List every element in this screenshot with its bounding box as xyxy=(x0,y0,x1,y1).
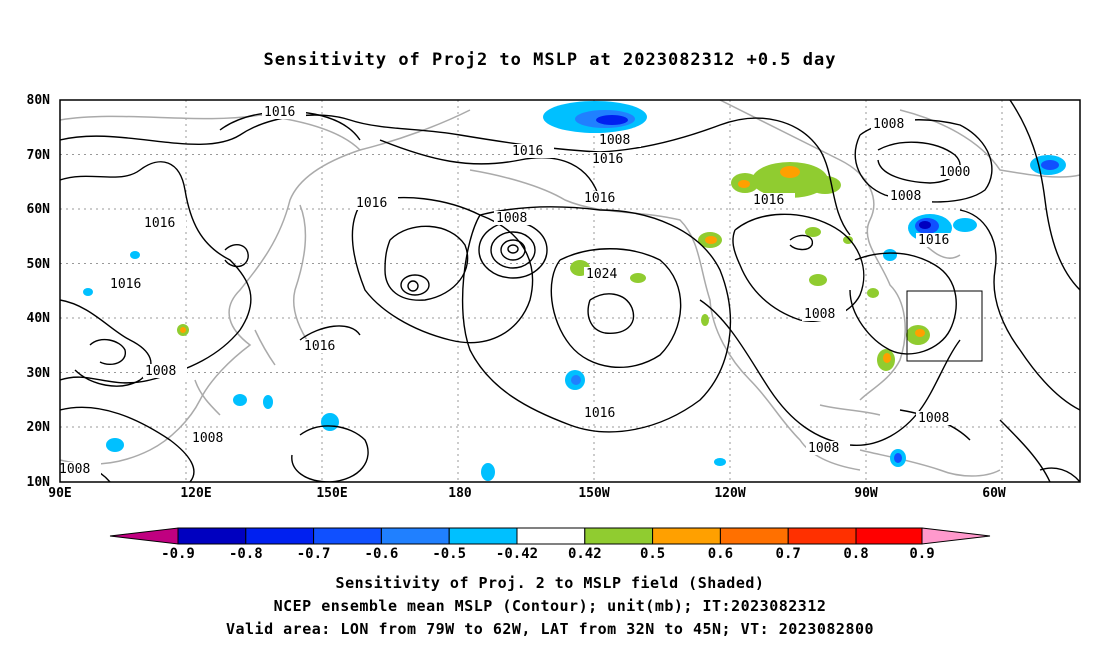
latitude-axis: 80N 70N 60N 50N 40N 30N 20N 10N xyxy=(27,93,51,490)
colorbar-cell xyxy=(584,527,654,545)
colorbar-cell xyxy=(313,527,382,545)
lon-tick-label: 120W xyxy=(714,486,745,501)
contour-label: 1024 xyxy=(586,267,617,282)
map-title: Sensitivity of Proj2 to MSLP at 20230823… xyxy=(263,50,837,70)
lon-tick-label: 150E xyxy=(316,486,347,501)
colorbar-label: -0.9 xyxy=(161,546,195,562)
colorbar-low-arrow xyxy=(109,527,179,545)
lon-tick-label: 60W xyxy=(982,486,1006,501)
caption-contour: NCEP ensemble mean MSLP (Contour); unit(… xyxy=(273,597,827,615)
contour-label: 1008 xyxy=(599,133,630,148)
contour-label: 1016 xyxy=(356,196,387,211)
colorbar-cell xyxy=(448,527,518,545)
contour-label: 1016 xyxy=(304,339,335,354)
valid-area-box xyxy=(906,290,983,362)
colorbar-label: -0.42 xyxy=(496,546,538,562)
longitude-axis: 90E 120E 150E 180 150W 120W 90W 60W xyxy=(48,486,1006,501)
contour-label: 1008 xyxy=(192,431,223,446)
caption-valid-area: Valid area: LON from 79W to 62W, LAT fro… xyxy=(225,620,875,638)
contour-label: 1008 xyxy=(808,441,839,456)
contour-label: 1016 xyxy=(753,193,784,208)
colorbar-label: 0.9 xyxy=(909,546,934,562)
colorbar-label: -0.6 xyxy=(365,546,399,562)
contour-label: 1008 xyxy=(59,462,90,477)
contour-label: 1008 xyxy=(918,411,949,426)
contour-label: 1008 xyxy=(496,211,527,226)
contour-labels: 1016 1016 1008 1016 1016 1016 1008 1016 … xyxy=(59,105,981,477)
lon-tick-label: 90E xyxy=(48,486,71,501)
colorbar-cell xyxy=(652,527,721,545)
caption-shaded: Sensitivity of Proj. 2 to MSLP field (Sh… xyxy=(335,574,765,592)
lat-tick-label: 60N xyxy=(27,202,51,217)
contour-label: 1016 xyxy=(264,105,295,120)
colorbar-label: -0.5 xyxy=(432,546,466,562)
colorbar-cell xyxy=(516,527,586,545)
colorbar-cell xyxy=(380,527,450,545)
contour-label: 1016 xyxy=(592,152,623,167)
lat-tick-label: 80N xyxy=(27,93,51,108)
contour-label: 1016 xyxy=(584,191,615,206)
lat-tick-label: 40N xyxy=(27,311,51,326)
lon-tick-label: 180 xyxy=(448,486,472,501)
contour-label: 1016 xyxy=(584,406,615,421)
map-frame xyxy=(59,99,1081,483)
colorbar-cell xyxy=(719,527,789,545)
contour-label: 1016 xyxy=(110,277,141,292)
colorbar-label: 0.7 xyxy=(776,546,801,562)
lon-tick-label: 150W xyxy=(578,486,609,501)
colorbar: -0.9 -0.8 -0.7 -0.6 -0.5 -0.42 0.42 0.5 … xyxy=(109,527,991,562)
contour-label: 1008 xyxy=(804,307,835,322)
colorbar-cell xyxy=(787,527,857,545)
colorbar-label: 0.6 xyxy=(708,546,733,562)
contour-label: 1008 xyxy=(145,364,176,379)
lat-tick-label: 50N xyxy=(27,257,51,272)
colorbar-label: -0.7 xyxy=(297,546,331,562)
coastlines xyxy=(60,100,1080,477)
colorbar-label: 0.8 xyxy=(843,546,868,562)
lat-tick-label: 10N xyxy=(27,475,51,490)
colorbar-label: 0.42 xyxy=(568,546,602,562)
lat-tick-label: 30N xyxy=(27,366,51,381)
colorbar-high-arrow xyxy=(921,527,991,545)
lat-tick-label: 20N xyxy=(27,420,51,435)
colorbar-cell xyxy=(855,527,923,545)
contour-label: 1008 xyxy=(890,189,921,204)
lat-tick-label: 70N xyxy=(27,148,51,163)
contour-label: 1008 xyxy=(873,117,904,132)
colorbar-cell xyxy=(177,527,247,545)
lon-tick-label: 90W xyxy=(854,486,878,501)
colorbar-label: 0.5 xyxy=(640,546,665,562)
contour-label: 1016 xyxy=(918,233,949,248)
lon-tick-label: 120E xyxy=(180,486,211,501)
colorbar-label: -0.8 xyxy=(229,546,263,562)
colorbar-cell xyxy=(245,527,315,545)
contour-label: 1016 xyxy=(144,216,175,231)
contour-label: 1000 xyxy=(939,165,970,180)
contour-label: 1016 xyxy=(512,144,543,159)
